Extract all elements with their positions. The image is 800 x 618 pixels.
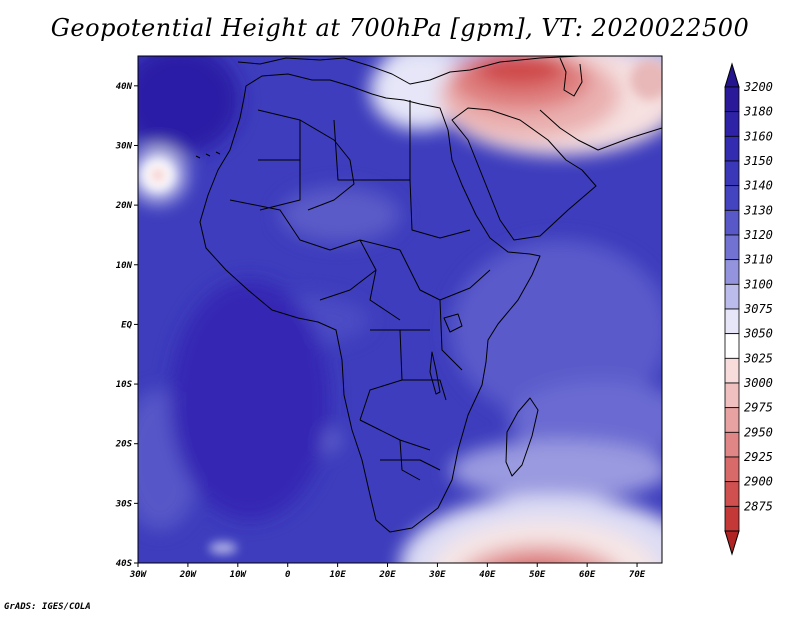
madagascar-coastline: [505, 397, 539, 477]
colorbar-swatch: [724, 160, 740, 187]
persian-gulf-coastline: [539, 109, 662, 151]
lat-tick-label: 20N: [115, 201, 133, 211]
latitude-axis: 40N 30N 20N 10N EQ 10S 20S 30S 40S: [115, 82, 138, 569]
colorbar-swatch: [724, 209, 740, 236]
height-field: [138, 56, 662, 563]
lat-tick-label: 40S: [116, 559, 133, 569]
colorbar-swatch: [724, 234, 740, 261]
colorbar-swatch: [724, 431, 740, 458]
colorbar: 3200 3180 3160 3150 3140 3130 3120 3110 3100 3075…: [724, 62, 773, 556]
country-borders: [229, 100, 491, 481]
map-title: Geopotential Height at 700hPa [gpm], VT:…: [50, 14, 750, 42]
colorbar-max-arrow: [724, 62, 740, 88]
colorbar-label: 2925: [744, 450, 773, 464]
colorbar-swatch: [724, 357, 740, 384]
colorbar-label: 3075: [743, 302, 773, 316]
lat-tick-label: 40N: [116, 82, 133, 92]
lat-tick-label: EQ: [121, 320, 132, 330]
lake-victoria: [443, 313, 463, 333]
colorbar-label: 3130: [743, 203, 773, 217]
lon-tick-label: 60E: [579, 570, 596, 580]
colorbar-swatch: [724, 259, 740, 285]
lon-tick-label: 10W: [230, 570, 248, 580]
colorbar-label: 3120: [743, 228, 773, 242]
lat-tick-label: 30S: [115, 499, 133, 509]
lon-tick-label: 20E: [378, 570, 396, 580]
colorbar-min-arrow: [724, 530, 740, 556]
colorbar-swatch: [724, 481, 740, 507]
coastlines-and-borders: [195, 56, 662, 533]
colorbar-label: 3140: [743, 179, 773, 193]
colorbar-label: 2900: [744, 475, 773, 489]
colorbar-boxes: 3200 3180 3160 3150 3140 3130 3120 3110 3100 3075…: [724, 80, 773, 532]
lake-tanganyika: [429, 351, 441, 395]
colorbar-swatch: [724, 308, 740, 335]
colorbar-label: 2875: [744, 499, 773, 513]
grads-credit: GrADS: IGES/COLA: [4, 602, 91, 612]
lon-tick-label: 30W: [129, 570, 148, 580]
colorbar-label: 3160: [743, 129, 773, 143]
colorbar-label: 3025: [743, 351, 773, 365]
lat-tick-label: 30N: [115, 141, 133, 151]
colorbar-label: 2975: [744, 401, 773, 415]
colorbar-swatch: [724, 333, 740, 359]
colorbar-swatch: [724, 111, 740, 137]
colorbar-label: 3150: [743, 154, 773, 168]
lon-tick-label: 20W: [179, 570, 198, 580]
colorbar-swatch: [724, 86, 740, 113]
colorbar-label: 3100: [743, 277, 773, 291]
colorbar-swatch: [724, 283, 740, 310]
europe-coastline: [237, 56, 581, 85]
colorbar-label: 2950: [744, 425, 773, 439]
colorbar-swatch: [724, 135, 740, 162]
plot-frame: [137, 55, 663, 564]
lon-tick-label: 30E: [428, 570, 446, 580]
canary-islands: [195, 151, 221, 159]
longitude-axis: 30W 20W 10W 0 10E 20E 30E 40E 50E 60E 70E: [129, 563, 646, 580]
africa-coastline: [199, 73, 541, 533]
colorbar-label: 3000: [743, 376, 773, 390]
colorbar-label: 3050: [743, 327, 773, 341]
lon-tick-label: 70E: [629, 570, 646, 580]
lat-tick-label: 10S: [116, 380, 133, 390]
colorbar-swatch: [724, 382, 740, 409]
colorbar-label: 3180: [743, 105, 773, 119]
lon-tick-label: 0: [285, 570, 291, 580]
lat-tick-label: 10N: [116, 261, 133, 271]
colorbar-label: 3200: [743, 80, 773, 94]
lat-tick-label: 20S: [115, 440, 133, 450]
colorbar-swatch: [724, 505, 740, 532]
lon-tick-label: 50E: [529, 570, 546, 580]
colorbar-swatch: [724, 407, 740, 433]
colorbar-label: 3110: [743, 253, 773, 267]
colorbar-swatch: [724, 456, 740, 483]
arabia-coastline: [451, 107, 597, 241]
lon-tick-label: 10E: [329, 570, 346, 580]
lon-tick-label: 40E: [479, 570, 496, 580]
colorbar-swatch: [724, 185, 740, 211]
caspian-coastline: [559, 57, 583, 97]
